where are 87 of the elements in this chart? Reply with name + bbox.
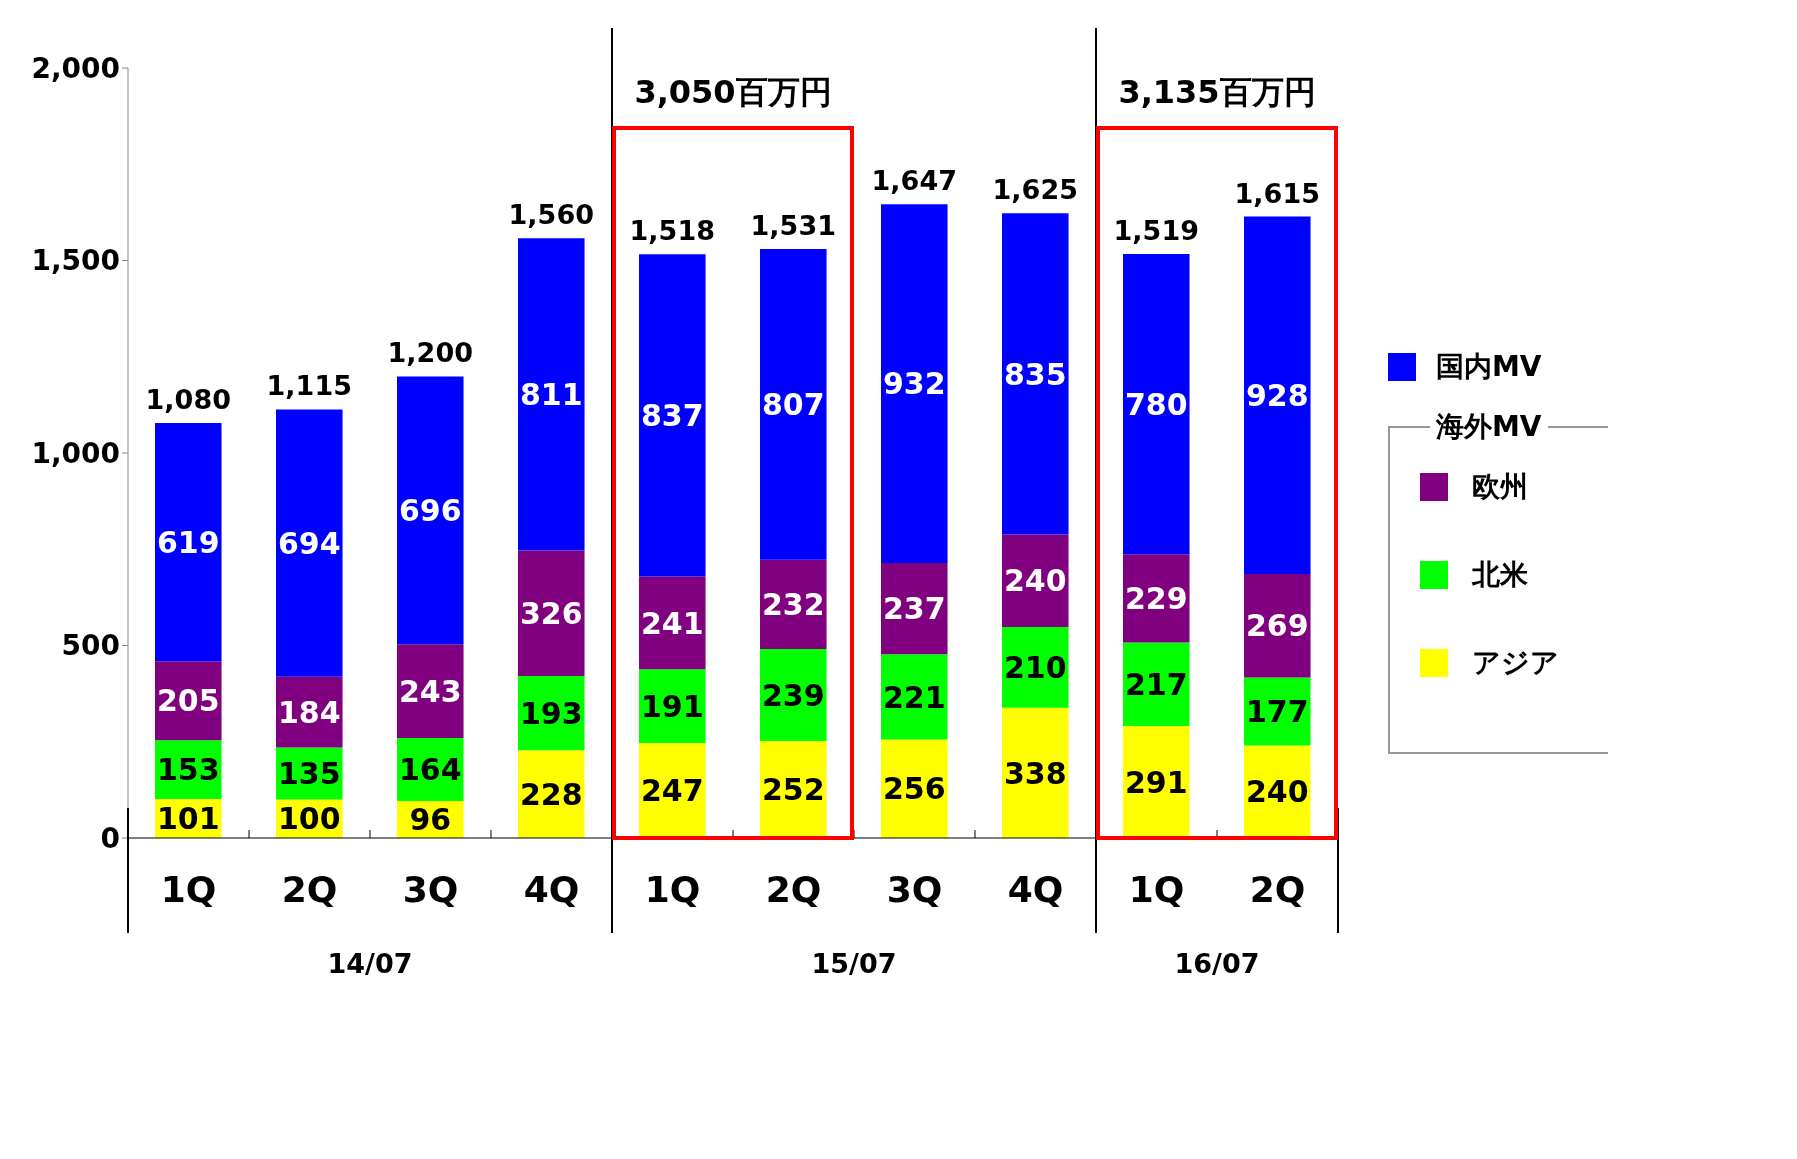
text: 14/07 bbox=[327, 948, 413, 979]
data-label: 696 bbox=[398, 493, 462, 529]
bar bbox=[1002, 213, 1069, 535]
data-label: 256 bbox=[882, 771, 946, 807]
data-label: 240 bbox=[1003, 563, 1067, 599]
y-tick-label: 2,000 bbox=[31, 51, 120, 85]
data-label: 205 bbox=[156, 683, 220, 719]
x-tick-label: 1Q bbox=[160, 868, 217, 910]
bar bbox=[1244, 216, 1311, 574]
bar bbox=[397, 376, 464, 645]
data-label: 232 bbox=[761, 586, 825, 622]
data-label: 101 bbox=[156, 801, 220, 837]
data-label: 780 bbox=[1124, 386, 1188, 422]
text: 16/07 bbox=[1174, 948, 1260, 979]
x-tick-label: 2Q bbox=[765, 868, 822, 910]
data-label: 932 bbox=[882, 366, 946, 402]
y-tick-label: 1,000 bbox=[31, 436, 120, 470]
data-label: 193 bbox=[519, 695, 583, 731]
legend-label: 欧州 bbox=[1472, 469, 1528, 505]
legend-label: 北米 bbox=[1472, 557, 1528, 593]
x-tick-label: 1Q bbox=[644, 868, 701, 910]
data-label: 837 bbox=[640, 398, 704, 434]
data-label: 807 bbox=[761, 386, 825, 422]
data-label: 177 bbox=[1245, 694, 1309, 730]
data-label: 210 bbox=[1003, 650, 1067, 686]
bar bbox=[1123, 253, 1190, 555]
data-label: 326 bbox=[519, 595, 583, 631]
bar bbox=[1002, 707, 1069, 838]
data-label: 191 bbox=[640, 688, 704, 724]
legend-title: 海外MV bbox=[1430, 408, 1548, 446]
x-tick-label: 4Q bbox=[1007, 868, 1064, 910]
bar bbox=[881, 204, 948, 564]
y-tick-label: 500 bbox=[61, 629, 120, 663]
y-tick-label: 1,500 bbox=[31, 244, 120, 278]
y-tick-label: 0 bbox=[100, 821, 120, 855]
data-label: 228 bbox=[519, 776, 583, 812]
data-label: 247 bbox=[640, 773, 704, 809]
data-label: 217 bbox=[1124, 666, 1188, 702]
bar bbox=[760, 248, 827, 560]
x-tick-label: 2Q bbox=[281, 868, 338, 910]
data-label: 135 bbox=[277, 756, 341, 792]
total-label: 1,560 bbox=[508, 199, 594, 231]
data-label: 619 bbox=[156, 524, 220, 560]
bar bbox=[639, 254, 706, 577]
data-label: 100 bbox=[277, 801, 341, 837]
data-label: 252 bbox=[761, 772, 825, 808]
x-tick-label: 3Q bbox=[886, 868, 943, 910]
total-label: 1,080 bbox=[145, 383, 231, 415]
data-label: 96 bbox=[409, 802, 452, 838]
data-label: 243 bbox=[398, 673, 462, 709]
legend-label: アジア bbox=[1472, 645, 1559, 681]
total-label: 1,647 bbox=[871, 165, 957, 197]
annotation: 3,050百万円 bbox=[634, 73, 832, 111]
data-label: 835 bbox=[1003, 356, 1067, 392]
x-tick-label: 3Q bbox=[402, 868, 459, 910]
data-label: 184 bbox=[277, 694, 341, 730]
data-label: 291 bbox=[1124, 764, 1188, 800]
bar bbox=[518, 550, 585, 676]
annotation: 3,135百万円 bbox=[1118, 73, 1316, 111]
data-label: 239 bbox=[761, 677, 825, 713]
x-tick-label: 2Q bbox=[1249, 868, 1306, 910]
total-label: 1,615 bbox=[1234, 177, 1320, 209]
data-label: 221 bbox=[882, 679, 946, 715]
data-label: 338 bbox=[1003, 755, 1067, 791]
data-label: 269 bbox=[1245, 608, 1309, 644]
data-label: 164 bbox=[398, 752, 462, 788]
total-label: 1,518 bbox=[629, 215, 715, 247]
data-label: 694 bbox=[277, 525, 341, 561]
total-label: 1,115 bbox=[266, 370, 352, 402]
data-label: 811 bbox=[519, 376, 583, 412]
data-label: 241 bbox=[640, 605, 704, 641]
bar bbox=[276, 409, 343, 677]
bar bbox=[155, 422, 222, 662]
data-label: 229 bbox=[1124, 580, 1188, 616]
bar bbox=[518, 238, 585, 551]
data-label: 928 bbox=[1245, 377, 1309, 413]
total-label: 1,531 bbox=[750, 209, 836, 241]
legend-label: 国内MV bbox=[1436, 349, 1542, 385]
data-label: 240 bbox=[1245, 774, 1309, 810]
data-label: 237 bbox=[882, 591, 946, 627]
total-label: 1,625 bbox=[992, 174, 1078, 206]
data-label: 153 bbox=[156, 752, 220, 788]
total-label: 1,200 bbox=[387, 337, 473, 369]
x-tick-label: 4Q bbox=[523, 868, 580, 910]
total-label: 1,519 bbox=[1113, 214, 1199, 246]
text: 15/07 bbox=[811, 948, 897, 979]
x-tick-label: 1Q bbox=[1128, 868, 1185, 910]
